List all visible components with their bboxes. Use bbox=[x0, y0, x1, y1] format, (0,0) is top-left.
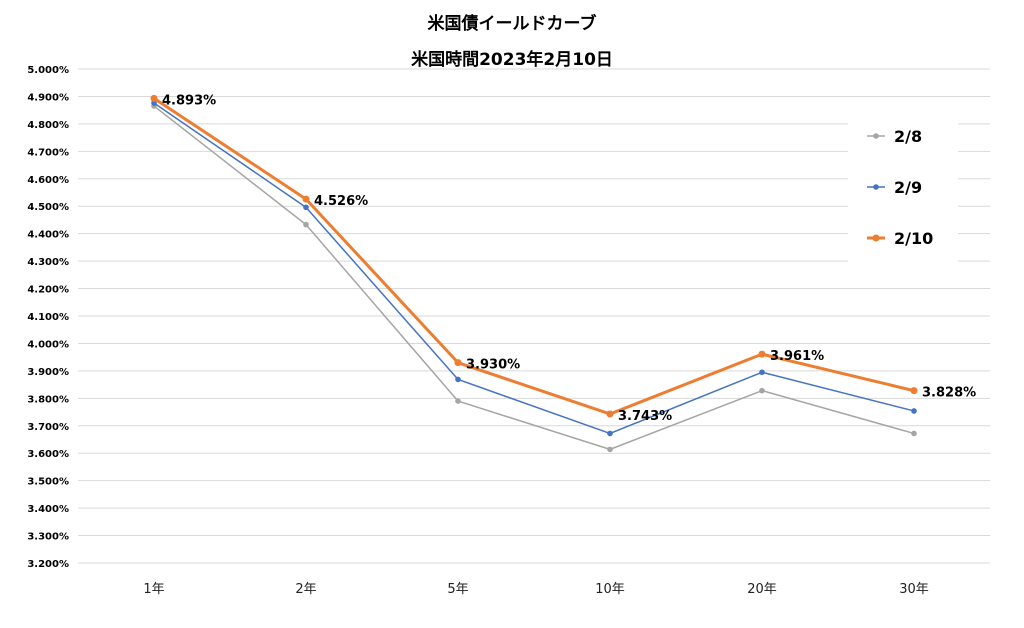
y-tick-label: 4.000% bbox=[27, 339, 69, 350]
y-tick-label: 4.500% bbox=[27, 202, 69, 213]
chart-subtitle: 米国時間2023年2月10日 bbox=[411, 49, 613, 70]
y-tick-label: 4.200% bbox=[27, 285, 69, 296]
x-axis-ticks: 1年 2年 5年 10年 20年 30年 bbox=[143, 582, 928, 597]
legend: 2/8 2/9 2/10 bbox=[848, 115, 958, 263]
data-label: 4.893% bbox=[162, 93, 216, 108]
data-label: 4.526% bbox=[314, 194, 368, 209]
data-point bbox=[303, 204, 309, 211]
data-point bbox=[758, 350, 766, 358]
legend-entry: 2/10 bbox=[894, 229, 933, 248]
x-tick-label: 20年 bbox=[747, 582, 777, 597]
data-label: 3.743% bbox=[618, 409, 672, 424]
data-point bbox=[455, 398, 461, 404]
y-tick-label: 3.200% bbox=[27, 559, 69, 570]
y-tick-label: 4.400% bbox=[27, 230, 69, 241]
y-tick-label: 3.300% bbox=[27, 532, 69, 543]
y-axis-ticks: 3.200% 3.300% 3.400% 3.500% 3.600% 3.700% 3.80… bbox=[27, 65, 69, 570]
y-tick-label: 3.600% bbox=[27, 449, 69, 460]
data-point bbox=[606, 410, 614, 418]
data-point bbox=[911, 430, 917, 437]
data-point bbox=[607, 446, 613, 453]
legend-swatch-marker bbox=[873, 184, 879, 190]
data-point bbox=[455, 376, 461, 383]
data-point bbox=[911, 408, 917, 414]
y-tick-label: 3.400% bbox=[27, 504, 69, 515]
series-line bbox=[153, 102, 915, 435]
gridlines bbox=[78, 68, 990, 564]
data-point bbox=[302, 195, 310, 203]
x-tick-label: 2年 bbox=[295, 582, 316, 597]
y-tick-label: 4.800% bbox=[27, 120, 69, 131]
series-line bbox=[153, 97, 915, 416]
series-lines bbox=[150, 94, 918, 453]
data-point bbox=[910, 387, 918, 395]
legend-entry: 2/8 bbox=[894, 127, 922, 146]
data-point bbox=[759, 387, 765, 394]
legend-swatch-marker bbox=[873, 133, 879, 139]
y-tick-label: 3.700% bbox=[27, 422, 69, 433]
data-labels: 4.893% 4.526% 3.930% 3.743% 3.961% 3.828% bbox=[162, 93, 976, 424]
data-label: 3.930% bbox=[466, 358, 520, 373]
y-tick-label: 4.700% bbox=[27, 147, 69, 158]
y-tick-label: 4.900% bbox=[27, 92, 69, 103]
data-point bbox=[303, 221, 309, 228]
data-point bbox=[454, 359, 462, 367]
data-point bbox=[607, 430, 613, 437]
y-tick-label: 4.300% bbox=[27, 257, 69, 268]
y-tick-label: 3.500% bbox=[27, 477, 69, 488]
chart-title: 米国債イールドカーブ bbox=[428, 13, 597, 34]
legend-box bbox=[848, 115, 958, 263]
x-tick-label: 10年 bbox=[595, 582, 625, 597]
data-point bbox=[151, 100, 157, 106]
data-point bbox=[150, 94, 158, 102]
data-point bbox=[759, 369, 765, 376]
y-tick-label: 3.800% bbox=[27, 394, 69, 405]
x-tick-label: 1年 bbox=[143, 582, 164, 597]
data-label: 3.828% bbox=[922, 386, 976, 401]
y-tick-label: 3.900% bbox=[27, 367, 69, 378]
x-tick-label: 30年 bbox=[899, 582, 929, 597]
y-tick-label: 4.600% bbox=[27, 175, 69, 186]
legend-entry: 2/9 bbox=[894, 178, 922, 197]
x-tick-label: 5年 bbox=[447, 582, 468, 597]
data-label: 3.961% bbox=[770, 349, 824, 364]
series-line bbox=[153, 105, 915, 451]
legend-swatch-marker bbox=[872, 234, 880, 242]
y-tick-label: 4.100% bbox=[27, 312, 69, 323]
y-tick-label: 5.000% bbox=[27, 65, 69, 76]
